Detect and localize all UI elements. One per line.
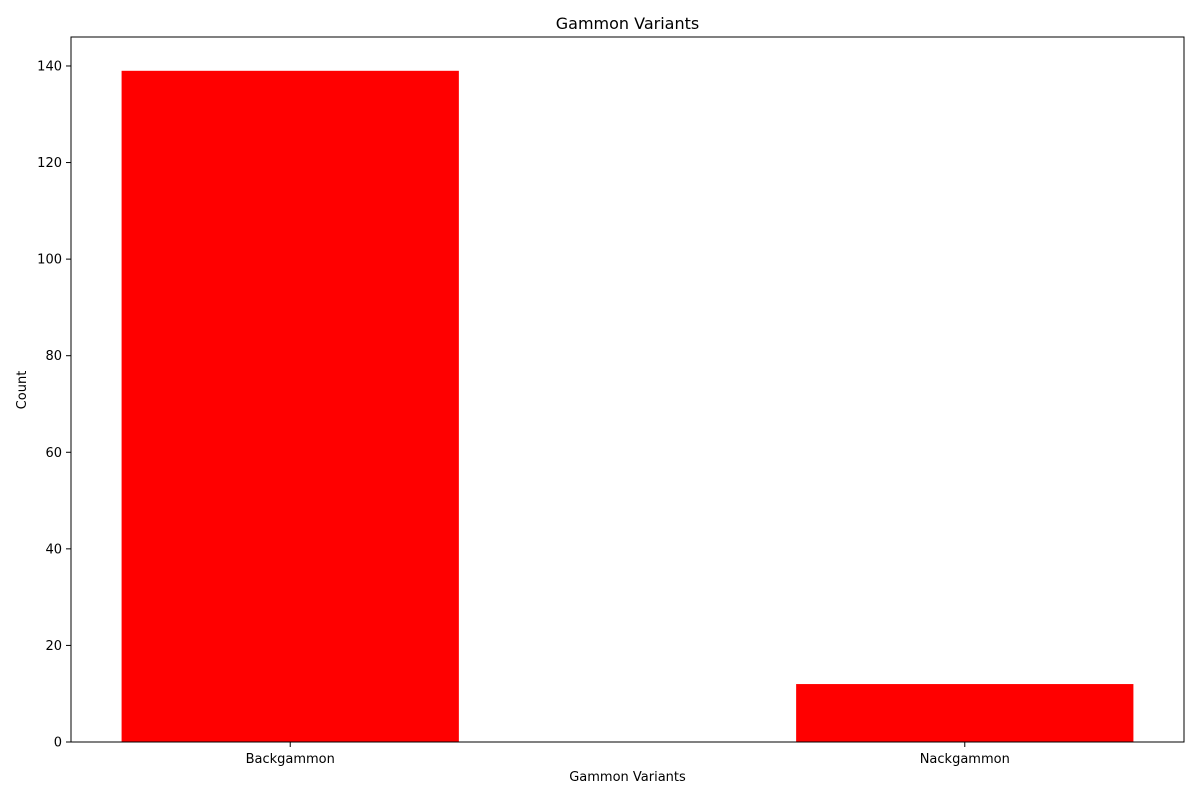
- y-axis: 0 20 40 60 80 100 120 140: [37, 59, 71, 751]
- bar-nackgammon: [796, 684, 1134, 742]
- plot-area: [70, 36, 1185, 743]
- x-tick-label: Backgammon: [246, 752, 335, 767]
- y-tick-label: 20: [45, 639, 62, 654]
- x-axis: Backgammon Nackgammon: [246, 742, 1010, 767]
- bar-backgammon: [121, 70, 459, 742]
- y-tick-label: 80: [45, 349, 62, 364]
- y-tick-label: 140: [37, 59, 62, 74]
- y-tick-label: 120: [37, 156, 62, 171]
- y-tick-label: 40: [45, 542, 62, 557]
- bars-layer: [121, 70, 1134, 742]
- y-tick-label: 0: [54, 736, 62, 751]
- y-tick-label: 100: [37, 253, 62, 268]
- x-tick-label: Nackgammon: [920, 752, 1010, 767]
- plot-frame: [70, 36, 1185, 743]
- y-tick-label: 60: [45, 446, 62, 461]
- y-axis-label: Count: [15, 371, 30, 410]
- x-axis-label: Gammon Variants: [569, 770, 686, 785]
- chart-title: Gammon Variants: [556, 14, 699, 33]
